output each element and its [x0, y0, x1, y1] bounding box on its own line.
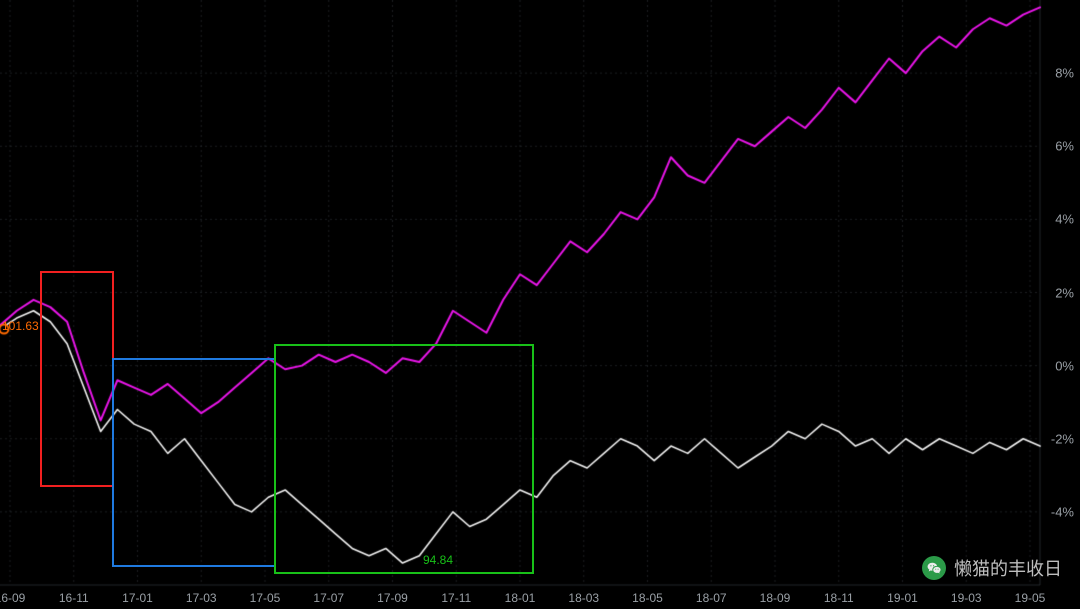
x-tick-label: 17-03: [186, 591, 217, 605]
y-tick-label: -2%: [1051, 431, 1074, 446]
green-box: [274, 344, 534, 575]
x-tick-label: 18-09: [760, 591, 791, 605]
x-tick-label: 17-05: [250, 591, 281, 605]
x-tick-label: 19-05: [1015, 591, 1046, 605]
x-tick-label: 18-07: [696, 591, 727, 605]
y-tick-label: 0%: [1055, 358, 1074, 373]
x-tick-label: 17-11: [441, 591, 471, 605]
watermark: 懒猫的丰收日: [922, 555, 1062, 581]
value-annotation: 101.63: [2, 319, 39, 333]
x-tick-label: 17-09: [377, 591, 408, 605]
x-tick-label: 16-11: [59, 591, 89, 605]
y-tick-label: 2%: [1055, 285, 1074, 300]
x-tick-label: 19-01: [887, 591, 918, 605]
wechat-icon: [922, 556, 946, 580]
x-tick-label: 17-01: [122, 591, 153, 605]
watermark-text: 懒猫的丰收日: [954, 555, 1062, 581]
blue-box: [112, 358, 276, 567]
x-tick-label: 18-11: [824, 591, 854, 605]
x-tick-label: 19-03: [951, 591, 982, 605]
x-tick-label: 16-09: [0, 591, 25, 605]
y-tick-label: 8%: [1055, 66, 1074, 81]
y-tick-label: -4%: [1051, 504, 1074, 519]
x-tick-label: 17-07: [313, 591, 344, 605]
y-tick-label: 6%: [1055, 139, 1074, 154]
x-tick-label: 18-03: [568, 591, 599, 605]
x-tick-label: 18-01: [505, 591, 536, 605]
y-tick-label: 4%: [1055, 212, 1074, 227]
x-tick-label: 18-05: [632, 591, 663, 605]
red-box: [40, 271, 114, 487]
